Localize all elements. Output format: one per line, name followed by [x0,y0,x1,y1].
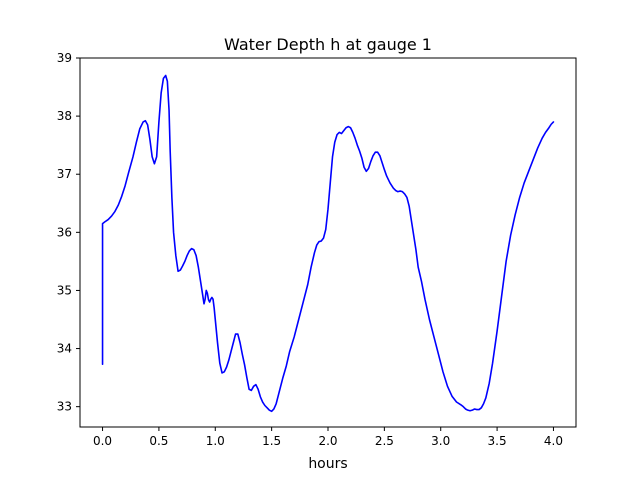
x-tick-label: 2.5 [375,434,394,448]
y-tick-label: 35 [57,283,72,297]
x-tick-label: 3.0 [431,434,450,448]
axis-ticks: 0.0 0.5 1.0 1.5 2.0 2.5 3.0 3.5 4.0 33 34 35 36 37 38 3… [57,51,563,448]
x-tick-label: 3.5 [488,434,507,448]
x-tick-label: 2.0 [318,434,337,448]
x-tick-label: 0.0 [93,434,112,448]
y-tick-label: 39 [57,51,72,65]
chart-title: Water Depth h at gauge 1 [224,35,432,54]
y-tick-label: 37 [57,167,72,181]
y-tick-label: 33 [57,400,72,414]
plot-frame [79,57,577,428]
y-tick-label: 36 [57,225,72,239]
x-tick-label: 4.0 [544,434,563,448]
plot-area [101,74,555,413]
y-tick-label: 38 [57,109,72,123]
x-tick-label: 1.0 [206,434,225,448]
series-line-0 [101,74,555,413]
x-tick-label: 0.5 [149,434,168,448]
x-axis-label: hours [308,456,347,472]
y-tick-label: 34 [57,342,72,356]
x-tick-label: 1.5 [262,434,281,448]
